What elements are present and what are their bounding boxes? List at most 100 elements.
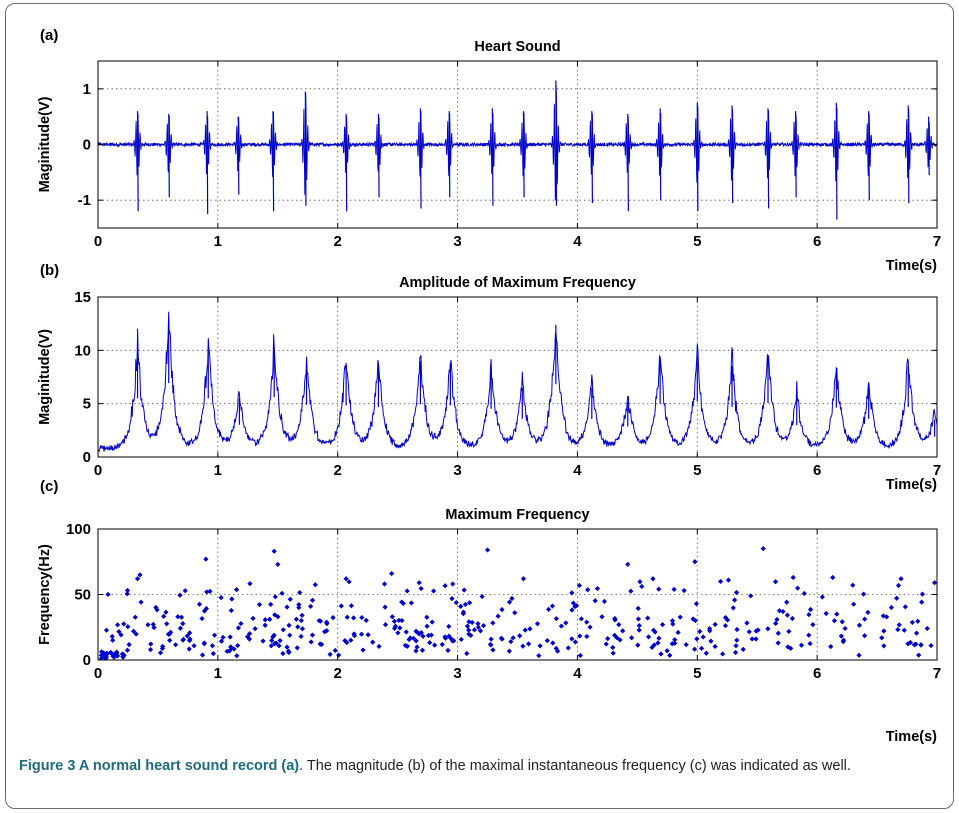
- scatter-point: [138, 599, 144, 605]
- scatter-point: [446, 623, 452, 630]
- scatter-point: [287, 596, 293, 602]
- scatter-point: [806, 632, 812, 638]
- y-tick-label: 0: [83, 449, 91, 466]
- scatter-point: [610, 644, 616, 651]
- heart-sound-spike: [206, 111, 209, 215]
- scatter-point: [798, 642, 805, 648]
- scatter-point: [553, 645, 559, 651]
- heart-sound-spike: [928, 116, 930, 176]
- scatter-point: [448, 635, 454, 642]
- scatter-point: [404, 588, 410, 594]
- scatter-point: [416, 580, 422, 586]
- scatter-point: [555, 648, 561, 654]
- x-tick-label: 6: [813, 462, 821, 479]
- heart-sound-spike: [591, 111, 594, 203]
- scatter-point: [137, 572, 143, 578]
- scatter-point: [789, 615, 795, 622]
- scatter-point: [862, 616, 868, 622]
- x-axis-label: Time(s): [886, 477, 937, 493]
- scatter-point: [468, 632, 474, 638]
- scatter-point: [324, 628, 330, 634]
- x-tick-label: 6: [813, 233, 821, 250]
- scatter-point: [414, 644, 420, 650]
- scatter-point: [744, 620, 750, 626]
- scatter-point: [558, 623, 565, 629]
- scatter-point: [722, 623, 729, 629]
- scatter-point: [748, 593, 754, 599]
- scatter-point: [203, 605, 209, 612]
- scatter-point: [625, 561, 631, 567]
- scatter-point: [490, 620, 496, 626]
- scatter-point: [563, 620, 569, 626]
- scatter-point: [909, 619, 915, 625]
- scatter-point: [635, 605, 641, 611]
- scatter-point: [692, 646, 698, 652]
- scatter-point: [785, 644, 791, 650]
- scatter-point: [667, 652, 673, 658]
- scatter-point: [270, 634, 276, 640]
- scatter-point: [730, 605, 736, 611]
- scatter-point: [913, 630, 920, 636]
- scatter-point: [296, 602, 302, 608]
- heart-sound-spike: [168, 113, 170, 198]
- heart-sound-spike: [555, 80, 558, 206]
- scatter-point: [99, 649, 105, 655]
- scatter-point: [594, 585, 601, 592]
- scatter-point: [932, 580, 937, 586]
- scatter-point: [180, 636, 187, 642]
- scatter-point: [250, 615, 256, 622]
- scatter-point: [256, 601, 263, 608]
- scatter-point: [928, 642, 934, 649]
- scatter-point: [150, 621, 156, 627]
- figure-caption: Figure 3 A normal heart sound record (a)…: [19, 756, 949, 777]
- scatter-point: [103, 627, 110, 633]
- heart-sound-spike: [868, 111, 870, 201]
- scatter-point: [464, 623, 471, 629]
- scatter-point: [670, 621, 676, 627]
- scatter-point: [104, 650, 110, 656]
- scatter-point: [479, 593, 485, 600]
- heart-sound-spike: [491, 108, 494, 206]
- scatter-point: [732, 649, 739, 656]
- scatter-point: [416, 631, 422, 637]
- scatter-point: [218, 595, 224, 601]
- scatter-point: [652, 629, 658, 635]
- scatter-point: [160, 643, 166, 650]
- scatter-point: [896, 622, 902, 628]
- scatter-point: [133, 631, 139, 637]
- scatter-point: [656, 586, 662, 592]
- scatter-point: [894, 595, 900, 601]
- scatter-point: [238, 620, 244, 627]
- scatter-point: [351, 631, 357, 637]
- heart-sound-spike: [377, 113, 380, 198]
- scatter-point: [703, 650, 709, 656]
- scatter-point: [177, 625, 184, 631]
- scatter-point: [902, 604, 908, 610]
- scatter-point: [204, 589, 210, 595]
- scatter-point: [110, 637, 116, 643]
- scatter-point: [645, 615, 651, 621]
- scatter-point: [584, 633, 590, 640]
- scatter-point: [428, 632, 434, 638]
- scatter-point: [432, 642, 438, 648]
- scatter-point: [207, 588, 213, 594]
- figure-plot-area: (a) Heart Sound 0 1 2 3 4 5 6 7 -1 0 1 Time(s) Maginit…: [37, 27, 941, 745]
- x-tick-label: 3: [453, 665, 461, 682]
- y-tick-label: -1: [78, 192, 91, 209]
- scatter-point: [395, 630, 401, 636]
- x-tick-label: 2: [334, 462, 342, 479]
- x-tick-label: 7: [933, 462, 941, 479]
- scatter-point: [284, 644, 290, 650]
- x-tick-label: 1: [214, 233, 222, 250]
- scatter-point: [376, 643, 382, 650]
- scatter-point: [359, 614, 365, 621]
- heart-sound-spike: [731, 105, 734, 203]
- scatter-point: [382, 622, 389, 628]
- scatter-point: [577, 633, 583, 639]
- scatter-point: [856, 652, 862, 658]
- scatter-point: [446, 633, 452, 639]
- scatter-point: [235, 625, 242, 631]
- scatter-point: [464, 650, 470, 657]
- scatter-point: [153, 604, 159, 611]
- x-tick-label: 0: [94, 462, 102, 479]
